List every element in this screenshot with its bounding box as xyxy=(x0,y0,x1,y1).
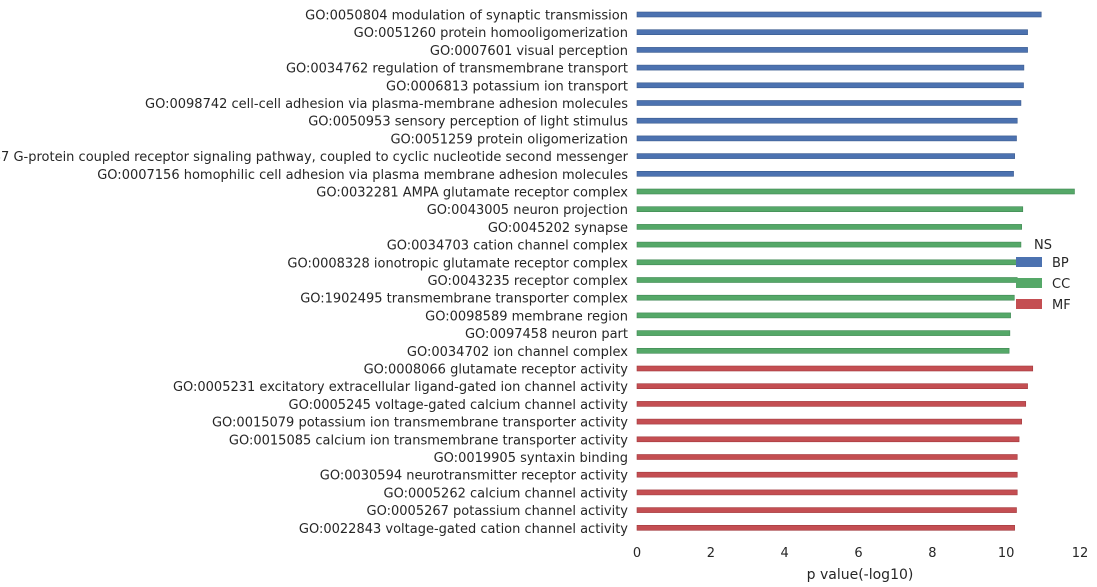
category-label: GO:0097458 neuron part xyxy=(465,327,628,342)
bar-bp xyxy=(636,82,1024,89)
category-label: GO:0005231 excitatory extracellular liga… xyxy=(173,380,628,395)
bar-bp xyxy=(636,117,1018,124)
category-label: GO:0043235 receptor complex xyxy=(427,274,628,289)
bar-cc xyxy=(636,241,1022,248)
x-tick-label: 6 xyxy=(854,546,862,561)
bar-mf xyxy=(636,436,1020,443)
category-label: GO:0051260 protein homooligomerization xyxy=(354,26,628,41)
category-label: GO:0043005 neuron projection xyxy=(427,203,628,218)
category-label: GO:0034702 ion channel complex xyxy=(407,345,628,360)
bar-cc xyxy=(636,294,1015,301)
x-tick-label: 0 xyxy=(633,546,641,561)
category-label: GO:0022843 voltage-gated cation channel … xyxy=(299,522,628,537)
legend-swatch-cc xyxy=(1016,278,1042,288)
category-label: GO:0045202 synapse xyxy=(488,221,628,236)
category-label: GO:0032281 AMPA glutamate receptor compl… xyxy=(316,186,628,201)
bar-mf xyxy=(636,365,1034,372)
bar-bp xyxy=(636,47,1028,53)
bar-cc xyxy=(636,224,1022,230)
category-label: GO:0015079 potassium ion transmembrane t… xyxy=(212,416,628,431)
bar-bp xyxy=(636,29,1028,36)
x-tick-label: 4 xyxy=(781,546,789,561)
bar-bp xyxy=(636,11,1042,18)
category-label: GO:0034703 cation channel complex xyxy=(387,239,629,254)
bar-cc xyxy=(636,347,1010,354)
category-label: GO:0006813 potassium ion transport xyxy=(386,79,628,94)
legend-label: MF xyxy=(1052,298,1071,313)
bar-bp xyxy=(636,171,1014,177)
category-label: GO:0005245 voltage-gated calcium channel… xyxy=(289,398,629,413)
bar-bp xyxy=(636,100,1022,106)
bar-mf xyxy=(636,383,1028,390)
category-label: GO:0015085 calcium ion transmembrane tra… xyxy=(229,433,628,448)
bar-cc xyxy=(636,188,1075,195)
bar-mf xyxy=(636,471,1018,478)
category-label: GO:0019905 syntaxin binding xyxy=(434,451,628,466)
bar-bp xyxy=(636,64,1025,71)
bar-cc xyxy=(636,312,1011,319)
x-axis-label: p value(-log10) xyxy=(807,567,914,583)
bar-mf xyxy=(636,454,1018,460)
category-labels-group: GO:0050804 modulation of synaptic transm… xyxy=(0,9,629,537)
category-label: GO:0005262 calcium channel activity xyxy=(384,486,629,501)
bar-mf xyxy=(636,401,1027,407)
category-label: GO:1902495 transmembrane transporter com… xyxy=(300,292,628,307)
category-label: GO:0008328 ionotropic glutamate receptor… xyxy=(287,256,628,271)
bar-mf xyxy=(636,524,1015,531)
bar-mf xyxy=(636,507,1017,513)
bar-cc xyxy=(636,259,1019,266)
category-label: GO:0098742 cell-cell adhesion via plasma… xyxy=(145,97,628,112)
x-tick-labels-group: 0 2 4 6 8 10 12 xyxy=(633,546,1088,561)
bar-cc xyxy=(636,330,1011,336)
legend-label: BP xyxy=(1052,256,1069,271)
category-label: GO:0007187 G-protein coupled receptor si… xyxy=(0,150,629,165)
legend-title: NS xyxy=(1034,238,1052,253)
bar-bp xyxy=(636,153,1015,159)
category-label: GO:0051259 protein oligomerization xyxy=(390,132,628,147)
category-label: GO:0034762 regulation of transmembrane t… xyxy=(286,62,628,77)
legend-label: CC xyxy=(1052,277,1070,292)
bars-group xyxy=(636,11,1075,531)
category-label: GO:0050953 sensory perception of light s… xyxy=(308,115,628,130)
bar-cc xyxy=(636,277,1018,283)
category-label: GO:0005267 potassium channel activity xyxy=(367,504,629,519)
x-tick-label: 12 xyxy=(1072,546,1089,561)
category-label: GO:0030594 neurotransmitter receptor act… xyxy=(320,469,629,484)
bar-cc xyxy=(636,206,1024,212)
bar-bp xyxy=(636,135,1017,142)
bar-mf xyxy=(636,418,1022,425)
x-tick-label: 10 xyxy=(998,546,1015,561)
x-tick-label: 8 xyxy=(928,546,936,561)
category-label: GO:0050804 modulation of synaptic transm… xyxy=(305,9,628,24)
bar-mf xyxy=(636,489,1018,496)
x-tick-label: 2 xyxy=(707,546,715,561)
legend-swatch-bp xyxy=(1016,257,1042,267)
legend-swatch-mf xyxy=(1016,299,1042,309)
legend: NS BP CC MF xyxy=(1016,238,1071,313)
category-label: GO:0098589 membrane region xyxy=(425,309,628,324)
category-label: GO:0007156 homophilic cell adhesion via … xyxy=(97,168,628,183)
category-label: GO:0007601 visual perception xyxy=(430,44,628,59)
category-label: GO:0008066 glutamate receptor activity xyxy=(364,363,629,378)
